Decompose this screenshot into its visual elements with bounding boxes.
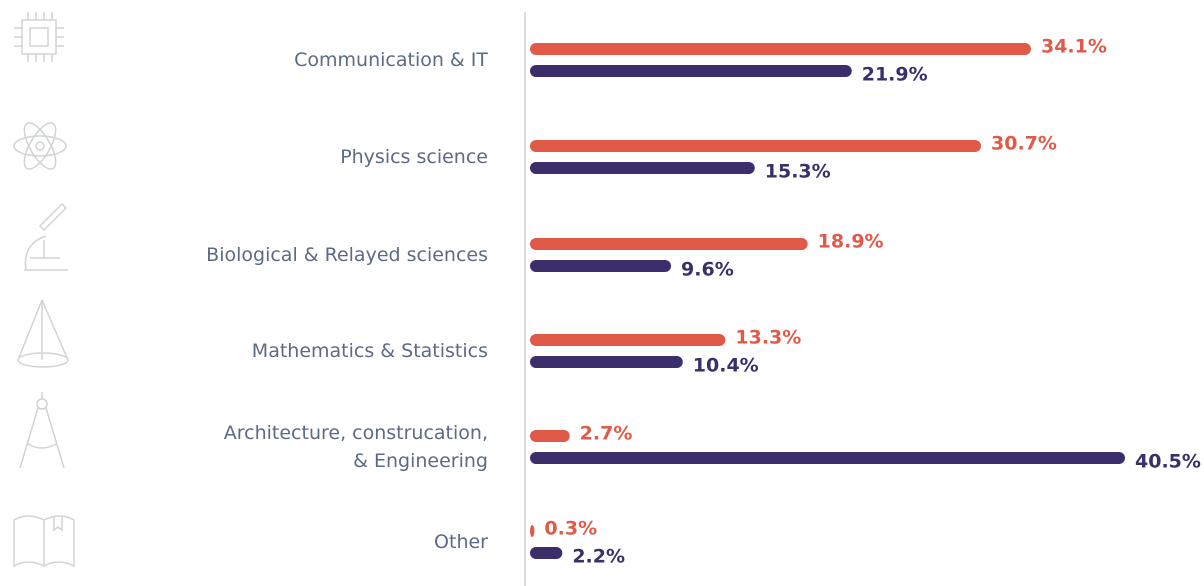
category-label: Physics science: [340, 146, 488, 168]
bar: [530, 260, 672, 272]
value-label: 9.6%: [681, 259, 734, 281]
bar: [530, 334, 726, 346]
value-label: 0.3%: [544, 518, 597, 540]
bar: [530, 525, 535, 537]
value-label: 34.1%: [1041, 36, 1107, 58]
value-label: 30.7%: [991, 133, 1057, 155]
value-label: 2.7%: [580, 423, 633, 445]
bar: [530, 356, 683, 368]
category-label: Other: [434, 531, 488, 553]
category-label: Architecture, construcation, & Engineeri…: [223, 422, 488, 472]
bar: [530, 238, 808, 250]
bar: [530, 43, 1031, 55]
bar: [530, 547, 563, 559]
category-label: Mathematics & Statistics: [251, 340, 488, 362]
bar: [530, 452, 1125, 464]
bar: [530, 430, 570, 442]
category-label: Communication & IT: [294, 49, 488, 71]
value-label: 18.9%: [818, 231, 884, 253]
value-label: 10.4%: [693, 355, 759, 377]
value-label: 13.3%: [735, 327, 801, 349]
icons: [13, 12, 75, 568]
bar: [530, 140, 982, 152]
bar: [530, 65, 852, 77]
value-label: 40.5%: [1135, 451, 1201, 473]
category-label: Biological & Relayed sciences: [206, 244, 488, 266]
bar: [530, 162, 755, 174]
value-label: 21.9%: [862, 64, 928, 86]
value-label: 2.2%: [572, 546, 625, 568]
value-label: 15.3%: [765, 161, 831, 183]
